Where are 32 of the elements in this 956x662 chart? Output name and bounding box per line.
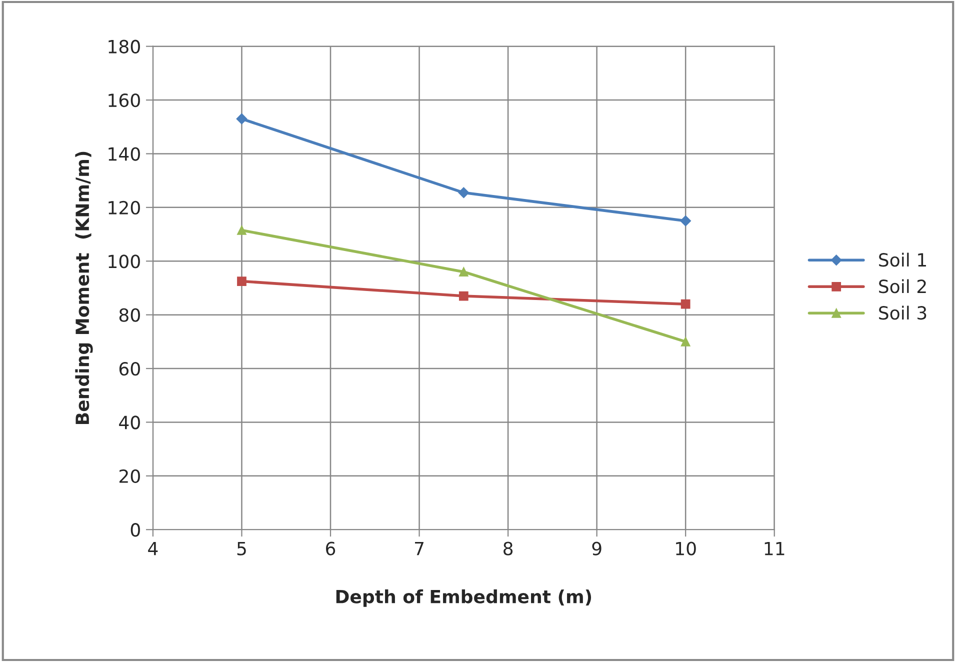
x-tick-label: 6 xyxy=(326,542,336,556)
point xyxy=(680,215,692,226)
y-tick-label: 120 xyxy=(108,200,140,215)
x-tick-label: 8 xyxy=(504,542,513,556)
y-tick-label: 80 xyxy=(119,308,140,322)
y-axis-title: Bending Moment (KNm/m) xyxy=(75,152,93,424)
point xyxy=(680,336,690,346)
y-tick-label: 140 xyxy=(108,147,140,161)
x-tick-label: 9 xyxy=(592,542,602,556)
point xyxy=(236,113,248,124)
x-tick-label: 11 xyxy=(764,542,784,556)
point xyxy=(458,267,468,277)
point xyxy=(680,299,690,309)
y-tick-label: 20 xyxy=(120,469,140,484)
point xyxy=(237,226,246,235)
legend-label: Soil 2 xyxy=(879,279,926,294)
y-tick-label: 60 xyxy=(119,362,140,376)
y-tick-label: 40 xyxy=(119,416,140,430)
x-tick-label: 10 xyxy=(676,542,696,556)
point xyxy=(458,187,470,198)
y-tick-label: 180 xyxy=(108,40,140,54)
point xyxy=(458,291,468,301)
y-tick-label: 160 xyxy=(108,93,140,108)
legend-label: Soil 3 xyxy=(879,306,926,320)
legend-label: Soil 1 xyxy=(879,252,926,267)
y-tick-label: 0 xyxy=(130,523,140,537)
x-tick-label: 4 xyxy=(148,542,158,556)
x-axis-title: Depth of Embedment (m) xyxy=(336,589,592,607)
y-tick-label: 100 xyxy=(108,254,140,268)
x-tick-label: 5 xyxy=(237,542,246,556)
x-tick-label: 7 xyxy=(415,542,424,556)
point xyxy=(237,276,246,286)
